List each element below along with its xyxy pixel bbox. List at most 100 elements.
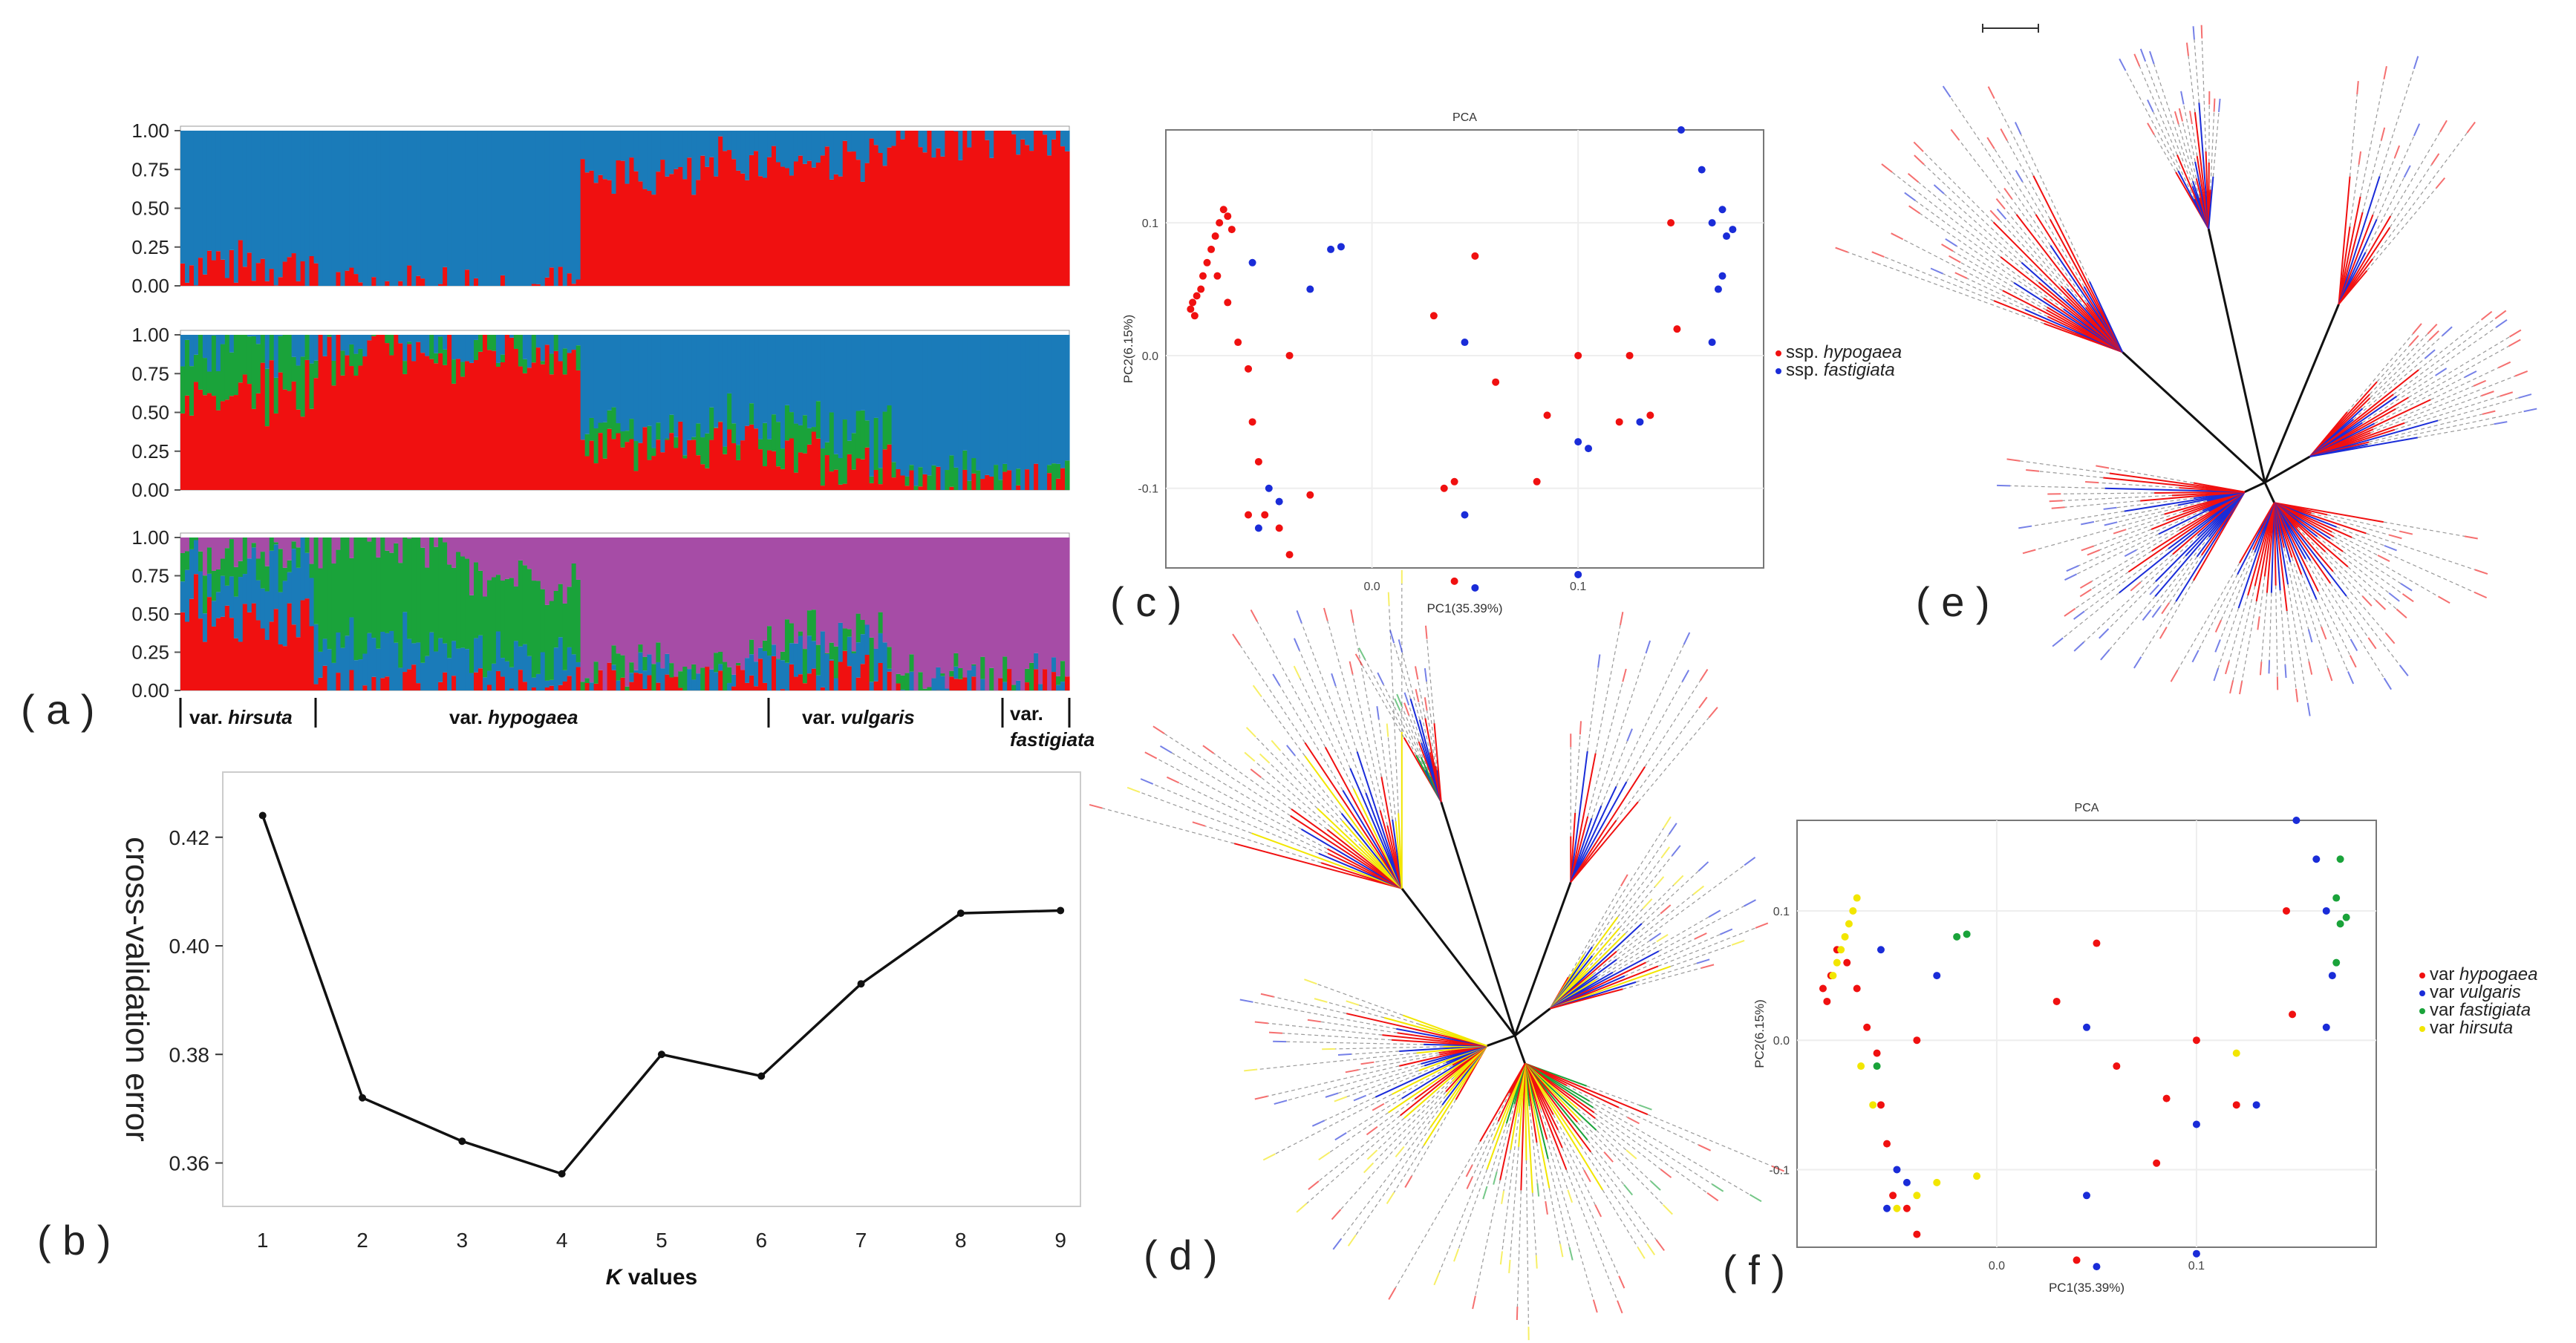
structure-bar-segment xyxy=(660,131,665,160)
structure-bar-segment xyxy=(611,664,617,670)
structure-bar-segment xyxy=(847,636,852,667)
tree-leader xyxy=(1340,1105,1443,1239)
structure-bar-segment xyxy=(829,335,835,413)
structure-bar-segment xyxy=(1056,537,1061,676)
structure-bar-segment xyxy=(642,537,648,657)
structure-bar-segment xyxy=(260,335,266,363)
structure-bar-segment xyxy=(900,537,906,676)
structure-bar-segment xyxy=(313,263,319,286)
structure-bar-segment xyxy=(887,671,893,690)
structure-bar-segment xyxy=(824,335,830,442)
structure-bar-segment xyxy=(936,131,942,148)
tree-leader xyxy=(1254,760,1331,828)
structure-bar-segment xyxy=(385,537,390,551)
tree-leader xyxy=(1585,908,1643,971)
tree-branch xyxy=(1549,923,1643,1010)
tree-leader xyxy=(1327,621,1381,811)
structure-bar-segment xyxy=(1060,468,1066,490)
structure-bar-segment xyxy=(625,442,630,490)
tree-branch xyxy=(2032,175,2124,353)
structure-bar-segment xyxy=(958,335,963,490)
structure-bar-segment xyxy=(491,131,497,286)
structure-bar-segment xyxy=(709,335,714,408)
tree-leader xyxy=(1532,1192,1537,1255)
tree-tip-label xyxy=(1250,609,1258,622)
tree-leader xyxy=(1658,906,1744,952)
structure-bar-segment xyxy=(611,670,617,690)
structure-bar-segment xyxy=(616,423,622,434)
structure-bar-segment xyxy=(678,671,683,688)
structure-bar-segment xyxy=(882,166,888,286)
tree-branch xyxy=(1570,766,1646,883)
structure-bar-segment xyxy=(211,396,217,490)
structure-bar-segment xyxy=(215,251,221,286)
tree-tip-label xyxy=(1376,706,1380,720)
structure-bar-segment xyxy=(322,356,328,490)
tree-leader xyxy=(2188,56,2196,113)
structure-bar-segment xyxy=(1056,676,1061,685)
structure-bar-segment xyxy=(224,585,230,606)
structure-bar-segment xyxy=(456,131,461,286)
data-point xyxy=(857,980,865,988)
tree-tip-label xyxy=(1415,688,1420,702)
tree-leader xyxy=(2117,500,2208,523)
structure-bar-segment xyxy=(998,678,1003,690)
tree-branch xyxy=(2127,491,2246,573)
tree-tip-label xyxy=(1424,667,1428,682)
scatter-point xyxy=(2192,1036,2200,1045)
scatter-point xyxy=(2192,1249,2200,1258)
tree-branch xyxy=(2338,269,2368,305)
legend-prefix: var xyxy=(2430,1018,2459,1038)
structure-bar-segment xyxy=(580,131,586,160)
structure-bar-segment xyxy=(362,131,368,286)
structure-bar-segment xyxy=(864,537,870,625)
scatter-point xyxy=(1440,484,1448,492)
tree-leader xyxy=(2140,554,2174,583)
panel-label-a: ( a ) xyxy=(21,686,95,733)
tree-leader xyxy=(1594,1112,1708,1194)
tree-leader xyxy=(1597,940,1651,977)
tree-branch xyxy=(2194,111,2210,229)
structure-bar-segment xyxy=(864,335,870,421)
structure-bar-segment xyxy=(389,131,394,286)
tree-tip-label xyxy=(1622,668,1627,682)
structure-bar-segment xyxy=(878,484,884,490)
y-tick-label: 0.50 xyxy=(131,197,169,220)
structure-bar-segment xyxy=(291,356,297,382)
scatter-point xyxy=(1845,920,1853,928)
tree-leader xyxy=(1593,1107,1712,1185)
tree-tip-label xyxy=(1907,173,1920,183)
tree-tip-label xyxy=(2466,121,2476,134)
structure-bar-segment xyxy=(607,428,613,490)
structure-bar-segment xyxy=(718,131,723,137)
structure-bar-segment xyxy=(931,131,937,158)
structure-bar-segment xyxy=(291,335,297,357)
tree-leader xyxy=(2374,376,2465,424)
scatter-point xyxy=(1837,946,1845,954)
tree-trunk xyxy=(1440,801,1516,1036)
structure-bar-segment xyxy=(945,688,950,690)
scatter-point xyxy=(1327,245,1335,253)
tree-tip-label xyxy=(1332,1238,1343,1250)
tree-tip-label xyxy=(1660,1169,1672,1178)
structure-bar-segment xyxy=(1051,672,1057,690)
group-label-hypogaea: var. hypogaea xyxy=(449,706,578,728)
structure-bar-segment xyxy=(607,537,613,663)
structure-bar-segment xyxy=(784,168,790,286)
tree-tip-label xyxy=(2026,468,2040,472)
structure-bar-segment xyxy=(714,131,719,177)
structure-bar-segment xyxy=(526,569,532,656)
structure-bar-segment xyxy=(486,537,492,581)
tree-leader xyxy=(1594,1117,1661,1170)
structure-bar-segment xyxy=(189,265,195,286)
y-tick-label: 0.50 xyxy=(131,603,169,625)
y-tick-label: 0.75 xyxy=(131,565,169,587)
tree-tip-label xyxy=(2139,48,2147,62)
structure-bar-segment xyxy=(456,359,461,490)
structure-bar-segment xyxy=(754,661,759,687)
structure-bar-segment xyxy=(398,667,403,690)
tree-tip-label xyxy=(2049,500,2063,503)
y-tick-label: 0.42 xyxy=(169,826,210,849)
structure-bar-segment xyxy=(798,155,803,286)
structure-bar-segment xyxy=(184,282,190,286)
